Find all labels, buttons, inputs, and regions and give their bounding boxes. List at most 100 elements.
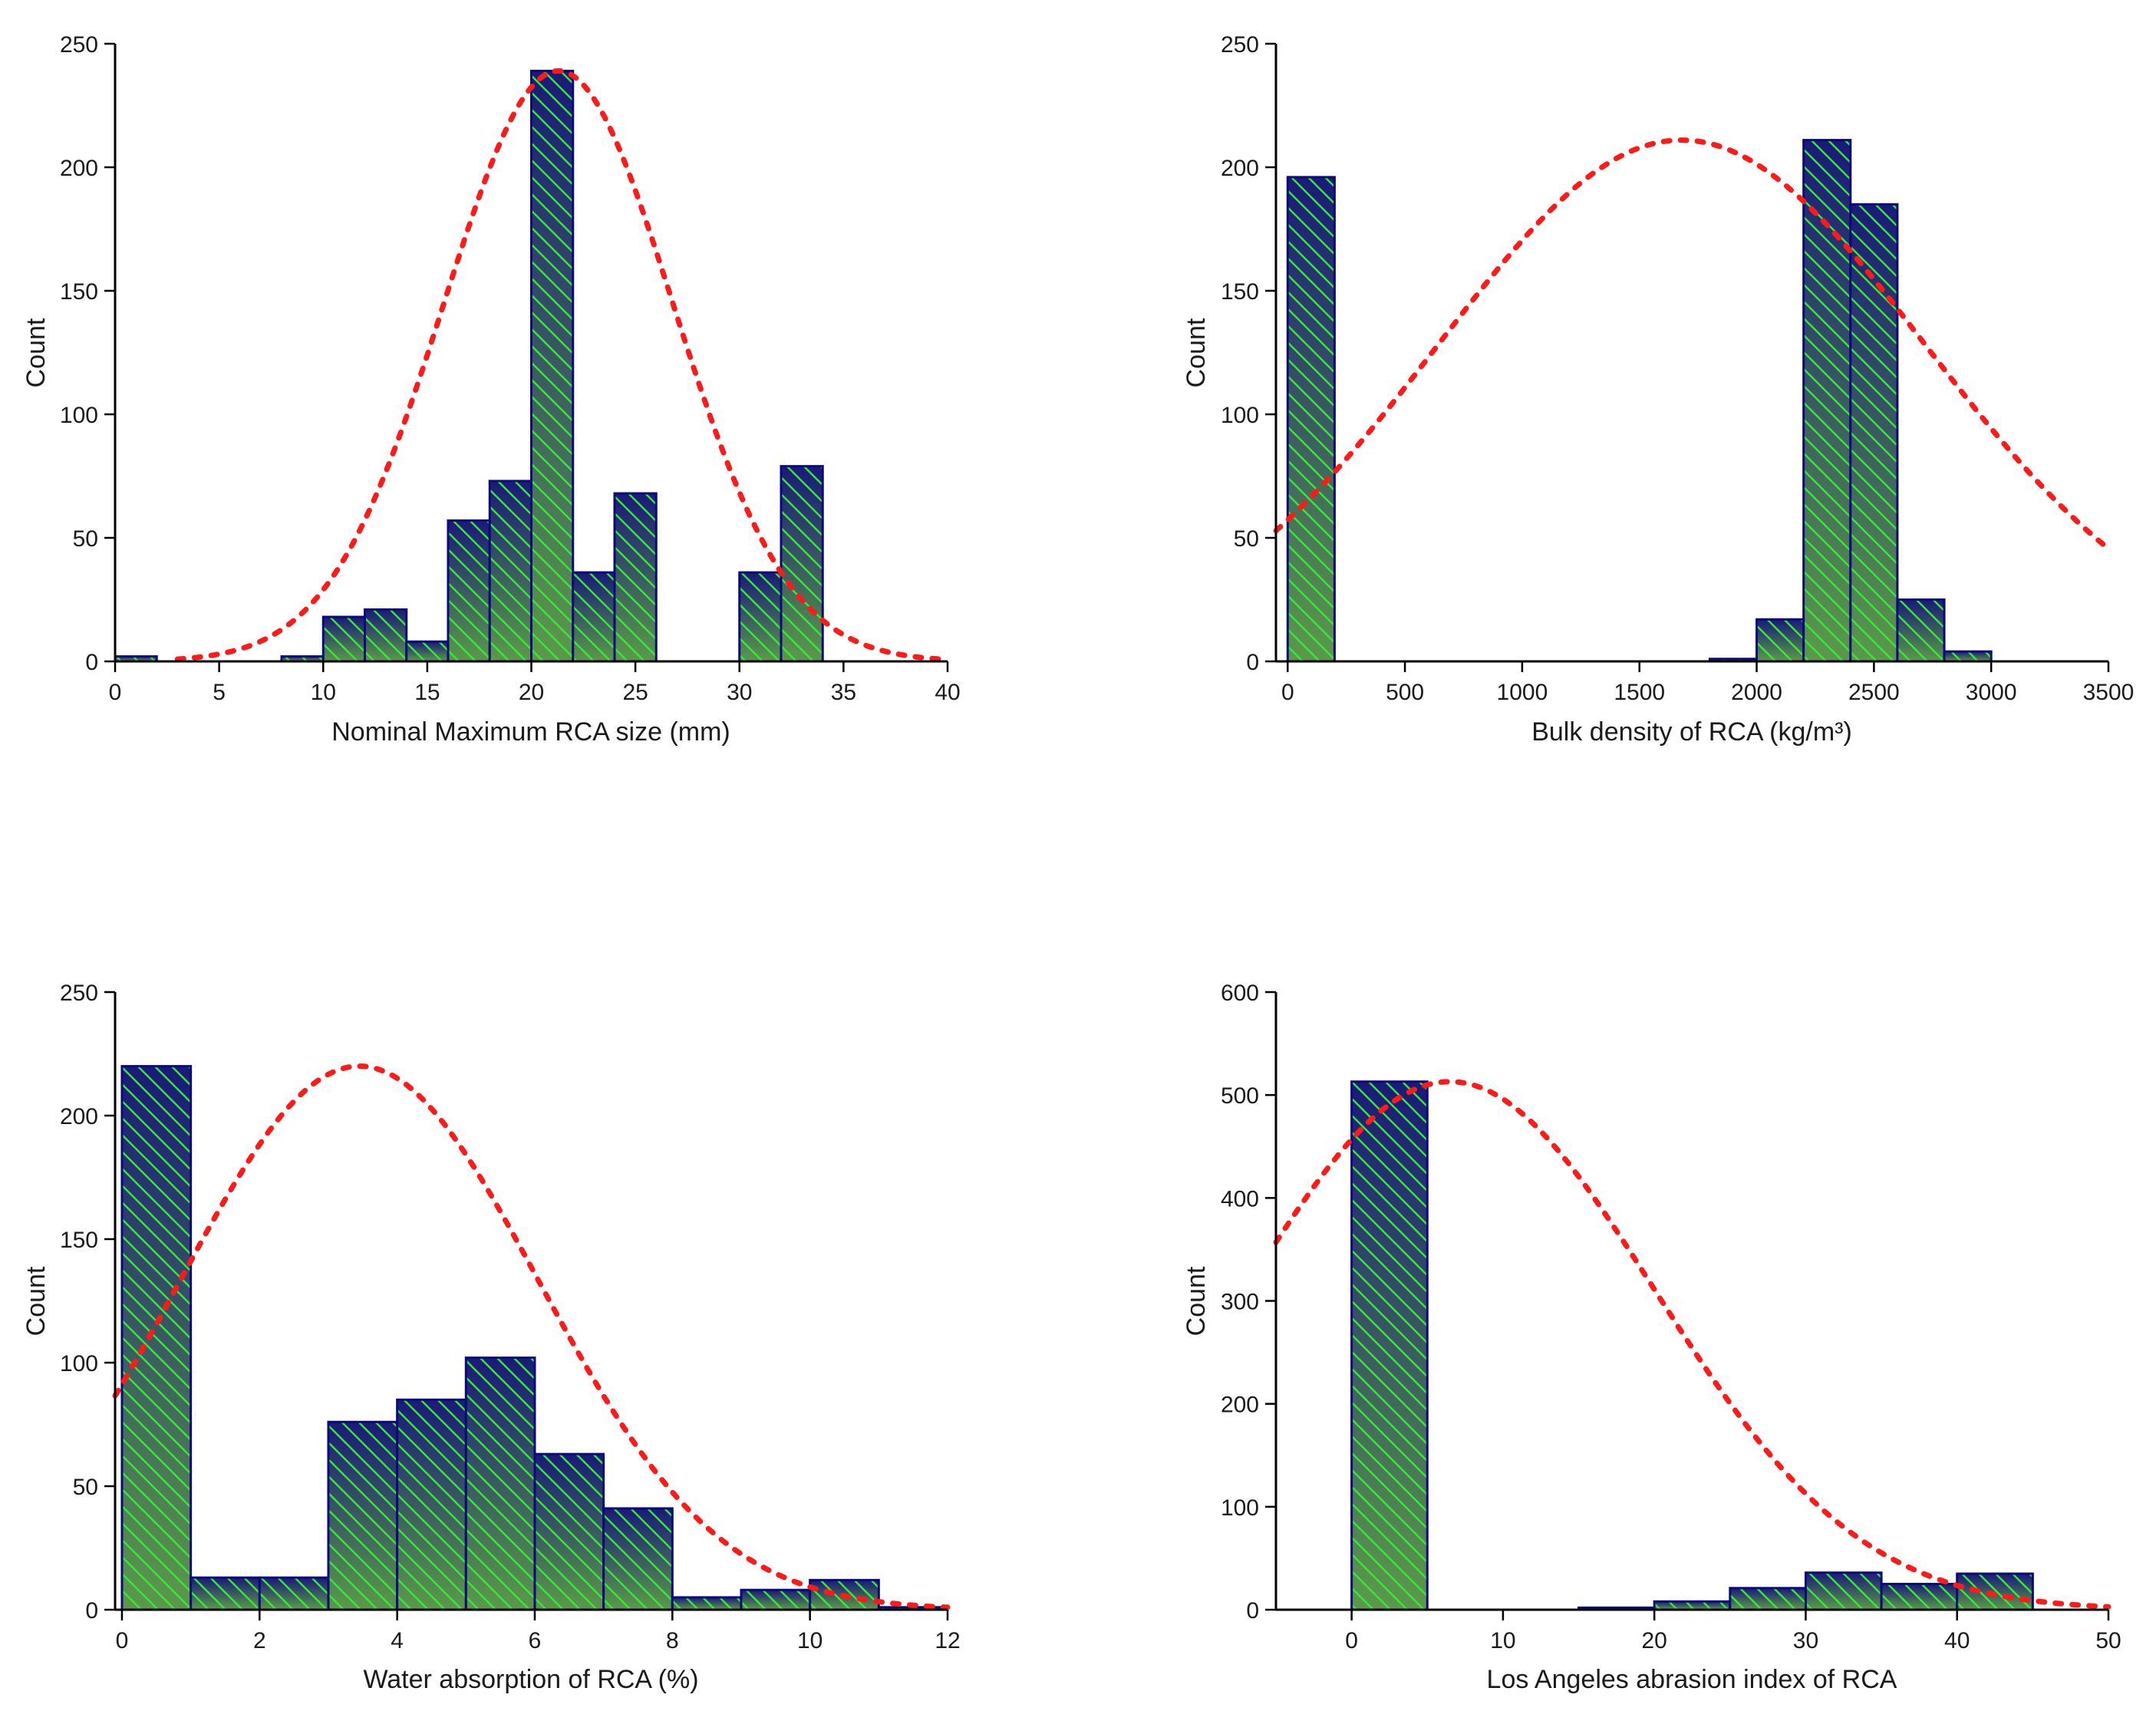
histogram-bar [1350, 1080, 1429, 1611]
x-tick-label: 0 [109, 680, 122, 705]
bar-hatch [613, 492, 658, 663]
x-tick-label: 4 [391, 1628, 404, 1653]
histogram-bar [396, 1398, 467, 1611]
bar-hatch [321, 615, 366, 663]
x-tick-label: 12 [935, 1628, 960, 1653]
y-axis-label: Count [21, 318, 51, 387]
histogram-bar [258, 1576, 330, 1611]
y-tick-label: 150 [1221, 279, 1259, 305]
y-tick-label: 200 [60, 156, 98, 181]
y-axis-label: Count [1182, 318, 1211, 387]
x-axis-label: Bulk density of RCA (kg/m³) [1531, 717, 1852, 747]
x-tick-label: 1500 [1614, 680, 1665, 705]
y-tick-label: 200 [1221, 1393, 1259, 1418]
bar-hatch [1729, 1587, 1807, 1611]
bar-hatch [396, 1398, 467, 1611]
y-tick-label: 250 [60, 981, 98, 1006]
y-tick-label: 150 [60, 279, 98, 305]
y-tick-label: 100 [60, 403, 98, 428]
bar-hatch [530, 69, 575, 663]
x-tick-label: 2000 [1731, 680, 1782, 705]
histogram-bar [572, 571, 616, 663]
histogram-bar [671, 1596, 743, 1611]
histogram-bar [530, 69, 575, 663]
histogram-bar [613, 492, 658, 663]
normal-fit-curve [1273, 137, 2111, 552]
histogram-bar [120, 1065, 193, 1611]
bar-hatch [738, 571, 783, 663]
histogram-bar [1956, 1572, 2034, 1611]
y-tick-label: 600 [1221, 981, 1259, 1006]
bar-hatch [1286, 176, 1336, 663]
bar-hatch [258, 1576, 330, 1611]
x-tick-label: 20 [519, 680, 544, 705]
x-tick-label: 0 [116, 1628, 129, 1653]
x-axis-label: Water absorption of RCA (%) [363, 1665, 698, 1694]
bar-hatch [671, 1596, 743, 1611]
x-tick-label: 3500 [2083, 680, 2135, 705]
x-tick-label: 10 [1490, 1628, 1515, 1653]
bar-hatch [447, 519, 491, 663]
bar-hatch [1880, 1582, 1959, 1611]
histogram-bars [1286, 139, 1993, 663]
y-tick-label: 0 [85, 1598, 98, 1624]
y-tick-label: 200 [60, 1104, 98, 1129]
bar-hatch [405, 640, 450, 663]
y-axis-label: Count [1182, 1266, 1211, 1336]
y-tick-label: 100 [1221, 1495, 1259, 1521]
x-tick-label: 0 [1281, 680, 1294, 705]
x-tick-label: 10 [311, 680, 336, 705]
histogram-bar [602, 1507, 674, 1611]
bar-hatch [780, 465, 824, 663]
bar-hatch [1896, 598, 1946, 663]
axis-ticks: 0 500 1000 1500 2000 2500 3000 3500 0 50 100 150 200… [1221, 32, 2134, 705]
histogram-bar [1880, 1582, 1959, 1611]
x-tick-label: 30 [1793, 1628, 1818, 1653]
histogram-bar [1896, 598, 1946, 663]
x-tick-label: 50 [2095, 1628, 2121, 1653]
x-tick-label: 1000 [1497, 680, 1548, 705]
y-tick-label: 250 [60, 32, 98, 58]
y-axis-label: Count [21, 1266, 51, 1336]
axis-ticks: 0 2 4 6 8 10 12 0 50 100 150 200 250 [60, 981, 961, 1653]
bar-hatch [1804, 1571, 1883, 1611]
bar-hatch [190, 1576, 261, 1611]
y-tick-label: 400 [1221, 1186, 1259, 1212]
x-tick-label: 6 [529, 1628, 542, 1653]
bar-hatch [1943, 650, 1993, 663]
x-axis-label: Los Angeles abrasion index of RCA [1487, 1665, 1897, 1694]
x-tick-label: 40 [1944, 1628, 1970, 1653]
y-tick-label: 0 [85, 650, 98, 675]
histogram-bar [321, 615, 366, 663]
x-tick-label: 5 [213, 680, 226, 705]
bar-hatch [1956, 1572, 2034, 1611]
normal-fit-curve [1273, 1079, 2111, 1610]
histogram-bar [447, 519, 491, 663]
histogram-bar [364, 608, 408, 663]
bar-hatch [464, 1357, 536, 1611]
y-tick-label: 50 [73, 1475, 98, 1500]
bar-hatch [120, 1065, 193, 1611]
chart-panel-water-absorption: 0 2 4 6 8 10 12 0 50 100 150 200 250 Water absorptio… [21, 981, 961, 1694]
y-tick-label: 250 [1221, 32, 1259, 58]
y-tick-label: 0 [1246, 650, 1259, 675]
histogram-bar [1802, 139, 1852, 663]
y-tick-label: 200 [1221, 156, 1259, 181]
x-tick-label: 35 [831, 680, 856, 705]
bar-hatch [327, 1420, 399, 1611]
x-tick-label: 3000 [1966, 680, 2017, 705]
x-tick-label: 15 [414, 680, 440, 705]
bar-hatch [1755, 618, 1805, 663]
histogram-bar [1653, 1600, 1732, 1611]
y-tick-label: 500 [1221, 1083, 1259, 1109]
y-tick-label: 100 [60, 1351, 98, 1376]
y-tick-label: 150 [60, 1228, 98, 1253]
bar-hatch [602, 1507, 674, 1611]
bar-hatch [809, 1578, 880, 1611]
y-tick-label: 100 [1221, 403, 1259, 428]
histogram-bar [327, 1420, 399, 1611]
x-axis-label: Nominal Maximum RCA size (mm) [331, 717, 730, 747]
histogram-bar [740, 1588, 812, 1611]
